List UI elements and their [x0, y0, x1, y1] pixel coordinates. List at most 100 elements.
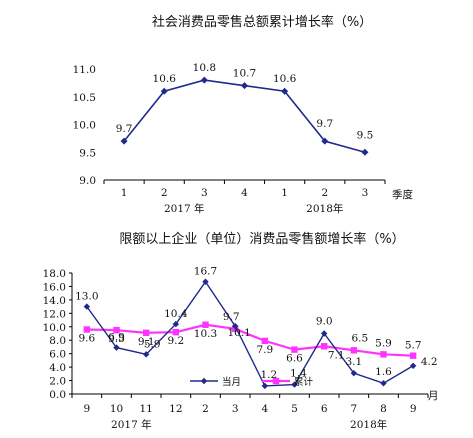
- chart1-y-tick-label: 9.0: [79, 175, 96, 187]
- chart2-y-tick-label: 16.0: [43, 281, 66, 293]
- chart2-x-tick-label: 12: [169, 403, 182, 415]
- chart2-y-tick-label: 6.0: [49, 349, 66, 361]
- chart1-x-tick-label: 2: [161, 187, 168, 199]
- chart2-cumulative-point: [409, 352, 417, 359]
- chart1-data-label: 10.7: [233, 68, 256, 80]
- chart2-x-tick-label: 9: [410, 403, 417, 415]
- chart1-data-label: 9.7: [116, 123, 133, 135]
- chart2-cumulative-point: [83, 326, 91, 333]
- chart1-data-label: 9.5: [357, 129, 374, 141]
- chart2-monthly-point: [113, 344, 120, 351]
- chart2-y-tick-label: 0.0: [49, 389, 66, 401]
- chart2-cumulative-label: 10.3: [194, 328, 217, 340]
- chart1-plot: 9.0 9.5 10.0 10.5 11.0 1 2 3 4 1 2 3 2017 年 2018年 9.7 1…: [73, 62, 386, 215]
- chart2-monthly-point: [409, 362, 417, 369]
- chart2-monthly-label: 4.2: [421, 356, 438, 368]
- chart2-y-tick-label: 12.0: [43, 308, 66, 320]
- chart1-x-tick-label: 3: [362, 187, 369, 199]
- chart2-year-label: 2018年: [350, 418, 387, 431]
- chart1-data-point: [361, 148, 369, 156]
- chart2-y-tick-label: 4.0: [49, 362, 66, 374]
- chart2-title: 限额以上企业（单位）消费品零售额增长率（%）: [119, 231, 404, 247]
- chart2-monthly-label: 16.7: [194, 266, 217, 278]
- chart1-x-tick-label: 4: [241, 187, 248, 199]
- chart2-y-tick-label: 18.0: [43, 268, 66, 280]
- chart2-monthly-label: 6.9: [108, 332, 125, 344]
- chart1-y-tick-label: 11.0: [73, 64, 96, 76]
- chart2-x-tick-label: 10: [110, 403, 123, 415]
- legend-monthly-swatch-marker: [200, 377, 208, 385]
- chart2-y-tick-label: 10.0: [43, 322, 66, 334]
- chart2-monthly-point: [172, 320, 180, 328]
- chart1-year-label: 2018年: [306, 202, 343, 215]
- chart1-x-tick-label: 1: [121, 187, 128, 199]
- chart1-data-label: 10.8: [193, 62, 216, 74]
- chart2-year-label: 2017 年: [111, 418, 152, 431]
- chart2-cumulative-label: 9.5: [108, 333, 125, 345]
- chart1-x-tick-label: 2: [321, 187, 328, 199]
- chart2-cumulative-point: [113, 326, 120, 334]
- chart2-cumulative-point: [261, 337, 269, 345]
- chart1-y-tick-label: 9.5: [79, 147, 96, 159]
- chart2-cumulative-point: [320, 343, 328, 350]
- chart1-data-label: 9.7: [316, 118, 333, 130]
- chart2-monthly-label: 10.4: [164, 308, 188, 320]
- chart2-cumulative-point: [291, 346, 298, 353]
- legend-cumulative-swatch-marker: [272, 377, 280, 385]
- chart2-monthly-point: [320, 330, 328, 337]
- chart1-data-label: 10.6: [273, 73, 297, 85]
- chart2-cumulative-label: 5.9: [375, 337, 392, 349]
- chart2-cumulative-label: 7.1: [328, 349, 345, 361]
- chart2-monthly-label: 10.1: [227, 327, 250, 339]
- chart2-monthly-point: [350, 369, 358, 377]
- chart2-monthly-point: [142, 351, 150, 358]
- chart2-monthly-point: [202, 278, 209, 285]
- chart2-x-tick-label: 8: [380, 403, 387, 415]
- chart2-monthly-point: [261, 382, 269, 390]
- chart2-cumulative-label: 9.6: [78, 332, 95, 344]
- chart1-data-point: [241, 82, 248, 90]
- chart2-cumulative-point: [172, 328, 180, 336]
- chart1-x-unit: 季度: [392, 188, 413, 201]
- chart1-title: 社会消费品零售总额累计增长率（%）: [152, 14, 372, 30]
- chart2-monthly-point: [83, 303, 91, 310]
- chart1-data-point: [321, 137, 329, 145]
- chart2-cumulative-label: 5.7: [405, 340, 422, 352]
- chart2-cumulative-label: 6.5: [351, 332, 368, 344]
- chart2-x-tick-label: 4: [261, 403, 268, 415]
- chart2-cumulative-label: 9.1: [138, 336, 155, 348]
- chart2-cumulative-label: 9.7: [223, 311, 240, 323]
- chart2-x-tick-label: 11: [139, 403, 152, 415]
- chart1-y-tick-label: 10.5: [73, 92, 96, 104]
- chart2-x-tick-label: 3: [232, 403, 239, 415]
- chart2-x-unit: 月: [428, 390, 439, 402]
- chart2-monthly-label: 1.6: [375, 366, 392, 378]
- chart2-monthly-label: 5.9: [144, 338, 161, 350]
- chart1-data-point: [200, 76, 208, 84]
- chart2-plot: 0.02.0 4.06.0 8.010.0 12.014.0 16.018.0 9 10 11…: [43, 266, 438, 431]
- chart1-data-point: [281, 87, 289, 95]
- legend-cumulative-label: 累计: [294, 376, 314, 388]
- chart1-series-line: [123, 79, 366, 154]
- chart2-cumulative-point: [350, 347, 358, 354]
- chart2-y-tick-label: 2.0: [49, 376, 66, 388]
- chart2-monthly-label: 3.1: [345, 356, 362, 368]
- chart2-monthly-label: 13.0: [75, 291, 98, 303]
- chart2-cumulative-line: [86, 323, 414, 357]
- chart2-monthly-point: [231, 322, 239, 330]
- chart2-x-tick-label: 5: [291, 403, 298, 415]
- chart1-year-label: 2017 年: [164, 202, 205, 215]
- chart2-cumulative-label: 6.6: [286, 353, 303, 365]
- chart2-x-tick-label: 2: [202, 403, 209, 415]
- chart1-y-tick-label: 10.0: [73, 120, 96, 132]
- chart1-x-tick-label: 3: [201, 187, 208, 199]
- chart2-monthly-line: [86, 280, 414, 387]
- chart2-cumulative-point: [380, 351, 387, 358]
- chart2-x-tick-label: 6: [321, 403, 328, 415]
- chart2-monthly-label: 9.0: [316, 316, 333, 328]
- chart2-cumulative-label: 7.9: [256, 344, 273, 356]
- chart1-data-point: [120, 137, 128, 145]
- chart2-cumulative-point: [202, 321, 209, 328]
- chart2-monthly-point: [380, 380, 387, 387]
